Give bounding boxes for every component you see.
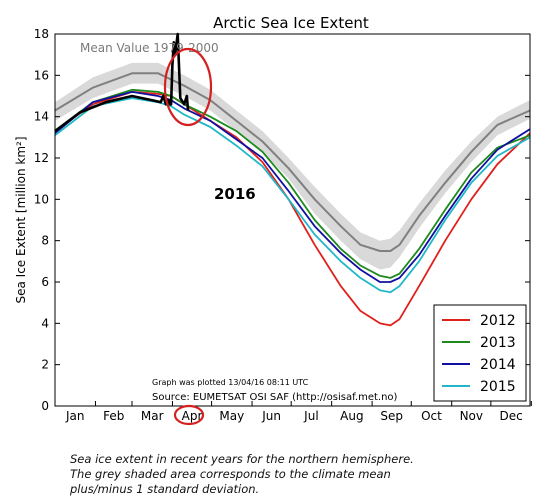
- x-tick-label-oct: Oct: [421, 409, 442, 423]
- y-tick-label: 18: [34, 27, 49, 41]
- caption-line-1: Sea ice extent in recent years for the n…: [70, 452, 414, 466]
- x-tick-label-apr: Apr: [182, 409, 203, 423]
- x-tick-label-nov: Nov: [460, 409, 483, 423]
- source-note: Source: EUMETSAT OSI SAF (http://osisaf.…: [152, 392, 398, 403]
- y-tick-label: 4: [41, 316, 49, 330]
- y-tick-label: 6: [41, 275, 49, 289]
- legend: 2012 2013 2014 2015: [433, 304, 527, 402]
- y-tick-label: 14: [34, 110, 49, 124]
- legend-label-2014: 2014: [480, 357, 516, 373]
- x-tick-label-jul: Jul: [303, 409, 318, 423]
- y-tick-label: 16: [34, 68, 49, 82]
- y-tick-label: 8: [41, 234, 49, 248]
- x-tick-label-feb: Feb: [103, 409, 124, 423]
- figure-caption: Sea ice extent in recent years for the n…: [70, 452, 530, 497]
- legend-label-2012: 2012: [480, 313, 516, 329]
- x-tick-label-dec: Dec: [499, 409, 522, 423]
- y-axis-label: Sea Ice Extent [million km²]: [14, 137, 28, 304]
- caption-line-3: plus/minus 1 standard deviation.: [70, 482, 260, 496]
- std-band: [55, 62, 530, 270]
- series-2013-line: [54, 88, 531, 279]
- legend-label-2013: 2013: [480, 335, 516, 351]
- highlight-ellipse: [163, 47, 213, 127]
- year-label: 2016: [214, 185, 256, 203]
- x-tick-label-jun: Jun: [261, 409, 281, 423]
- caption-line-2: The grey shaded area corresponds to the …: [70, 467, 391, 481]
- y-tick-label: 0: [41, 399, 49, 413]
- sea-ice-chart: Arctic Sea Ice Extent 0 2 4 6 8 10 12 14 16 18 Jan…: [14, 14, 532, 426]
- x-tick-label-may: May: [219, 409, 244, 423]
- x-tick-label-aug: Aug: [340, 409, 363, 423]
- x-tick-label-mar: Mar: [141, 409, 164, 423]
- series-mean-line: [54, 72, 531, 252]
- plot-frame: [54, 33, 531, 407]
- y-tick-label: 2: [41, 358, 49, 372]
- legend-label-2015: 2015: [480, 379, 516, 395]
- y-tick-label: 10: [34, 192, 49, 206]
- series-2012-line: [54, 91, 531, 327]
- plotted-note: Graph was plotted 13/04/16 08:11 UTC: [152, 378, 309, 387]
- y-tick-label: 12: [34, 151, 49, 165]
- mean-value-label: Mean Value 1979-2000: [80, 41, 219, 55]
- chart-title: Arctic Sea Ice Extent: [213, 14, 369, 32]
- series-current-line: [54, 32, 190, 133]
- april-highlight-ellipse: [173, 404, 205, 426]
- x-tick-label-sep: Sep: [380, 409, 403, 423]
- x-tick-label-jan: Jan: [65, 409, 85, 423]
- series-2015-line: [54, 97, 531, 294]
